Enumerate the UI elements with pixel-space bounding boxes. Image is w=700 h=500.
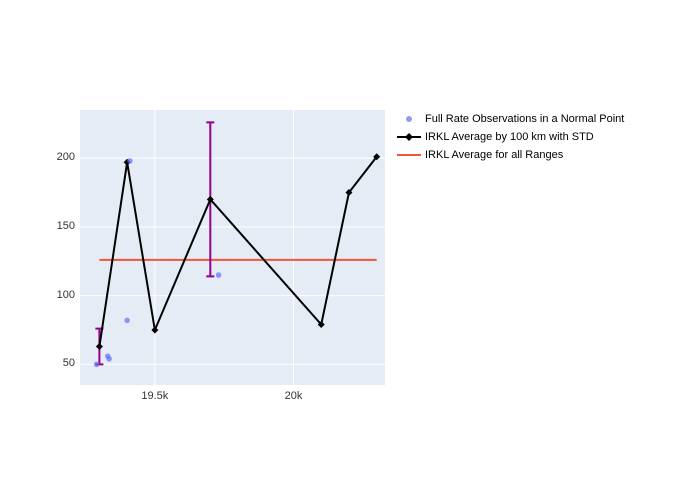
scatter-point (94, 362, 100, 368)
scatter-point (216, 272, 222, 278)
scatter-point (106, 356, 112, 362)
avg-by-100km-line (99, 157, 376, 347)
y-tick-label: 200 (45, 151, 75, 163)
plot-area (80, 110, 385, 385)
plot-svg (80, 110, 385, 385)
x-tick-label: 19.5k (140, 390, 170, 402)
avg-marker (151, 327, 158, 334)
legend-label: IRKL Average by 100 km with STD (425, 131, 594, 143)
legend-label: IRKL Average for all Ranges (425, 149, 563, 161)
chart-container: Full Rate Observations in a Normal Point… (0, 0, 700, 500)
x-tick-label: 20k (279, 390, 309, 402)
y-tick-label: 50 (45, 357, 75, 369)
legend-item-avg-line[interactable]: IRKL Average by 100 km with STD (395, 128, 624, 146)
y-tick-label: 100 (45, 289, 75, 301)
legend-item-scatter[interactable]: Full Rate Observations in a Normal Point (395, 110, 624, 128)
avg-marker (96, 343, 103, 350)
legend: Full Rate Observations in a Normal Point… (395, 110, 624, 164)
legend-label: Full Rate Observations in a Normal Point (425, 113, 624, 125)
legend-item-hline[interactable]: IRKL Average for all Ranges (395, 146, 624, 164)
scatter-point (127, 158, 133, 164)
y-tick-label: 150 (45, 220, 75, 232)
scatter-point (124, 318, 130, 324)
